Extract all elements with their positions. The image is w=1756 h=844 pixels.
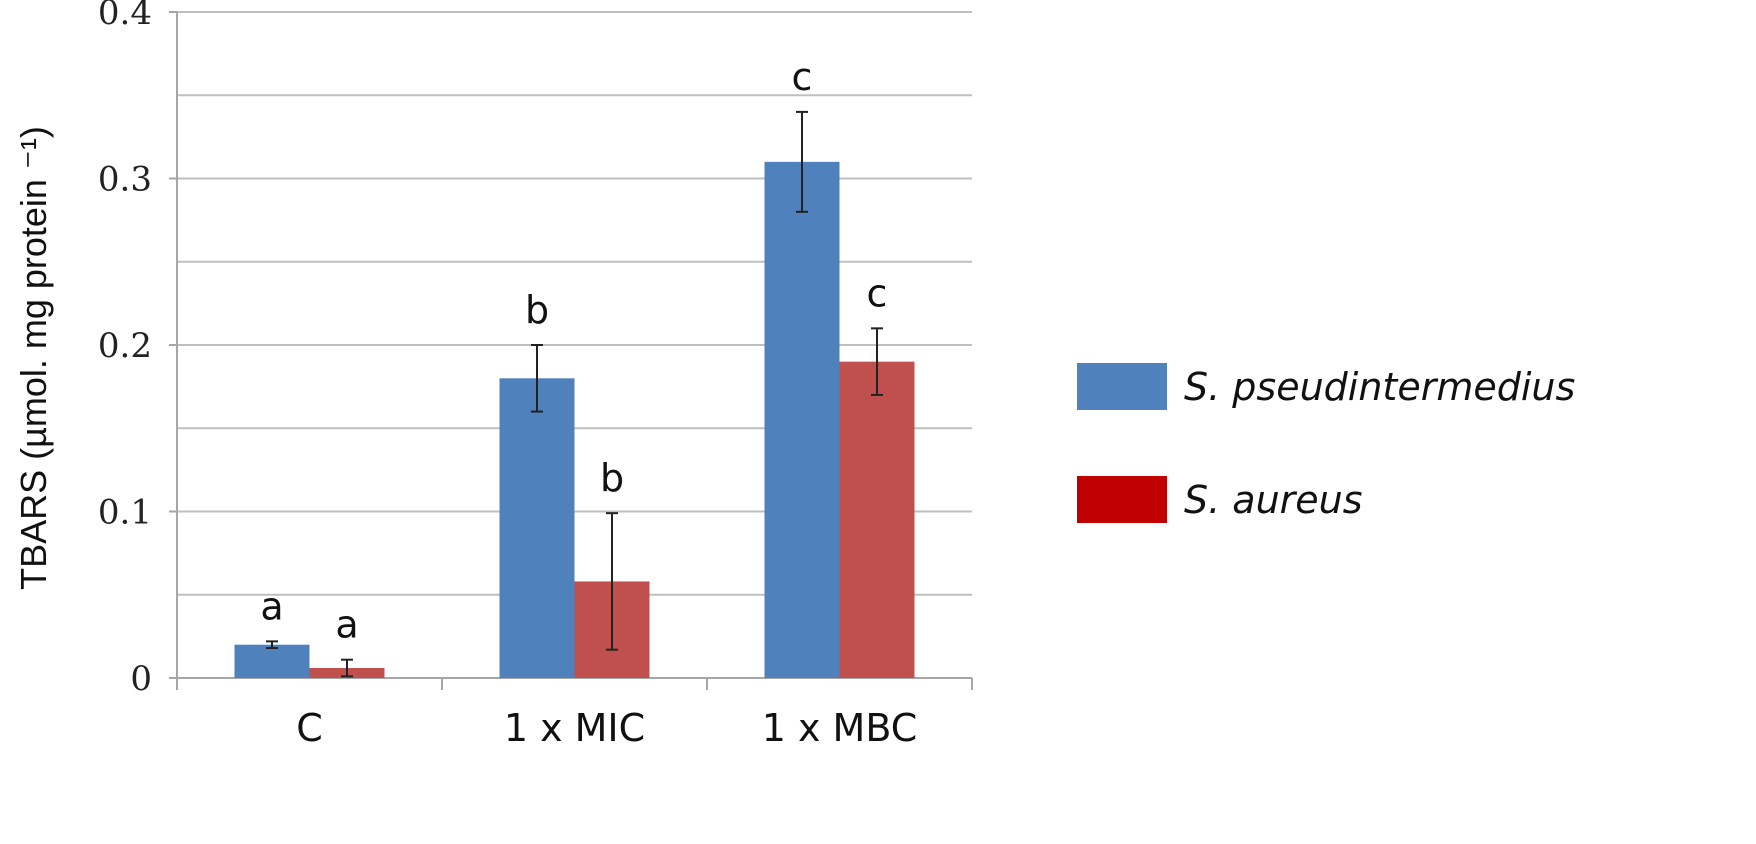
- significance-label: b: [600, 456, 624, 500]
- y-tick-label: 0.4: [98, 0, 152, 33]
- significance-label: b: [525, 288, 549, 332]
- y-tick-label: 0.1: [98, 493, 152, 533]
- y-tick-label: 0.2: [98, 326, 152, 366]
- y-axis-label: TBARS (µmol. mg protein ⁻¹): [13, 126, 54, 590]
- y-tick-label: 0.3: [98, 160, 152, 200]
- significance-label: a: [260, 584, 283, 628]
- x-category-label: 1 x MIC: [504, 706, 645, 750]
- x-category-label: C: [296, 706, 323, 750]
- y-tick-label: 0: [130, 659, 152, 699]
- legend: S. pseudintermedius S. aureus: [1077, 363, 1575, 523]
- bars: [234, 161, 915, 679]
- legend-label: S. aureus: [1184, 478, 1363, 522]
- bar: [764, 161, 840, 679]
- labels: Ca a 1 x MIC b b 1 x MBC c c: [260, 55, 917, 750]
- legend-label: S. pseudintermedius: [1184, 365, 1575, 409]
- error-bars: [266, 110, 883, 678]
- legend-swatch: [1077, 476, 1167, 523]
- bar: [234, 644, 310, 678]
- significance-label: c: [792, 55, 813, 99]
- bar: [839, 361, 915, 678]
- legend-swatch: [1077, 363, 1167, 410]
- x-category-label: 1 x MBC: [762, 706, 918, 750]
- significance-label: a: [335, 603, 358, 647]
- significance-label: c: [867, 271, 888, 315]
- bar: [499, 378, 575, 678]
